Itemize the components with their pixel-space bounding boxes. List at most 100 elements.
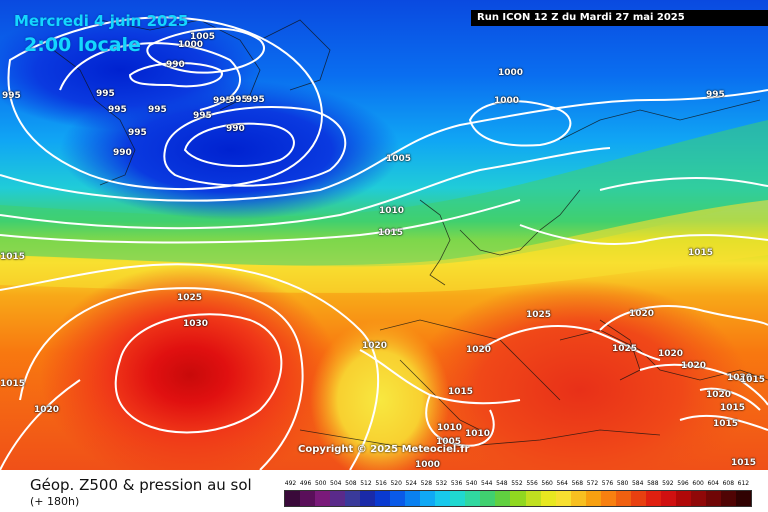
scale-swatch xyxy=(645,491,661,506)
isobar-label: 1030 xyxy=(183,319,209,329)
scale-swatch xyxy=(435,491,451,506)
isobar-label: 1020 xyxy=(681,361,707,371)
map-footer: Géop. Z500 & pression au sol (+ 180h) 49… xyxy=(0,470,768,512)
scale-label: 508 xyxy=(345,480,357,487)
isobar-label: 995 xyxy=(193,111,212,121)
scale-label: 592 xyxy=(662,480,674,487)
scale-swatch xyxy=(690,491,706,506)
scale-label: 588 xyxy=(647,480,659,487)
scale-swatch xyxy=(540,491,556,506)
color-scale-bar xyxy=(284,490,752,507)
isobar-label: 1015 xyxy=(0,252,26,262)
isobar-label: 1020 xyxy=(706,390,732,400)
scale-swatch xyxy=(300,491,316,506)
isobar-label: 1020 xyxy=(34,405,60,415)
isobar-label: 995 xyxy=(148,105,167,115)
scale-label: 560 xyxy=(541,480,553,487)
forecast-offset: (+ 180h) xyxy=(30,495,80,508)
scale-label: 576 xyxy=(601,480,614,487)
map-title: Géop. Z500 & pression au sol xyxy=(30,476,252,494)
scale-label: 544 xyxy=(481,480,493,487)
isobar-label: 1015 xyxy=(0,379,26,389)
scale-swatch xyxy=(570,491,586,506)
scale-swatch xyxy=(480,491,496,506)
color-scale-labels: 492 496 500 504 508 512 516 520 524 528 532 536 540 5… xyxy=(284,480,752,489)
scale-swatch xyxy=(630,491,646,506)
isobar-label: 1000 xyxy=(498,68,524,78)
geopotential-field xyxy=(0,0,768,470)
isobar-label: 1020 xyxy=(466,345,492,355)
isobar-label: 995 xyxy=(229,95,248,105)
isobar-label: 1000 xyxy=(415,460,441,470)
isobar-label: 1005 xyxy=(436,437,462,447)
scale-label: 520 xyxy=(390,480,402,487)
isobar-label: 1015 xyxy=(731,458,757,468)
isobar-label: 990 xyxy=(226,124,245,134)
isobar-label: 1000 xyxy=(178,40,204,50)
scale-label: 496 xyxy=(299,480,312,487)
isobar-label: 1020 xyxy=(362,341,388,351)
isobar-label: 1015 xyxy=(720,403,746,413)
isobars xyxy=(0,16,768,470)
forecast-date: Mercredi 4 juin 2025 xyxy=(14,12,189,30)
scale-swatch xyxy=(525,491,541,506)
coastlines xyxy=(39,19,768,451)
model-run-info: Run ICON 12 Z du Mardi 27 mai 2025 xyxy=(471,10,768,26)
scale-label: 608 xyxy=(722,480,735,487)
scale-label: 540 xyxy=(465,480,478,487)
scale-label: 612 xyxy=(737,480,750,487)
scale-swatch xyxy=(465,491,481,506)
isobar-label: 1005 xyxy=(190,32,216,42)
scale-label: 596 xyxy=(677,480,689,487)
isobar-label: 1020 xyxy=(629,309,655,319)
isobar-label: 1015 xyxy=(713,419,739,429)
isobar-label: 1020 xyxy=(727,373,753,383)
isobar-label: 1015 xyxy=(378,228,404,238)
scale-label: 512 xyxy=(360,480,372,487)
scale-label: 580 xyxy=(616,480,629,487)
scale-label: 552 xyxy=(511,480,523,487)
scale-label: 556 xyxy=(526,480,538,487)
scale-swatch xyxy=(585,491,601,506)
scale-swatch xyxy=(495,491,511,506)
isobar-label: 995 xyxy=(128,128,147,138)
isobar-label: 1025 xyxy=(177,293,203,303)
isobar-label: 1015 xyxy=(688,248,714,258)
scale-label: 492 xyxy=(284,480,297,487)
scale-swatch xyxy=(315,491,331,506)
scale-label: 516 xyxy=(375,480,387,487)
scale-label: 568 xyxy=(571,480,584,487)
isobar-label: 1015 xyxy=(740,375,766,385)
isobar-label: 995 xyxy=(706,90,725,100)
scale-swatch xyxy=(390,491,406,506)
scale-swatch xyxy=(420,491,436,506)
scale-swatch xyxy=(330,491,346,506)
isobar-label: 990 xyxy=(113,148,132,158)
scale-swatch xyxy=(345,491,361,506)
scale-label: 584 xyxy=(631,480,644,487)
isobar-label: 995 xyxy=(246,95,265,105)
scale-label: 604 xyxy=(707,480,719,487)
scale-label: 524 xyxy=(405,480,417,487)
isobar-label: 995 xyxy=(96,89,115,99)
scale-swatch xyxy=(285,491,301,506)
isobar-label: 1015 xyxy=(448,387,474,397)
scale-swatch xyxy=(735,491,751,506)
scale-swatch xyxy=(675,491,691,506)
isobar-label: 1025 xyxy=(526,310,552,320)
scale-swatch xyxy=(615,491,631,506)
isobar-label: 1005 xyxy=(386,154,412,164)
scale-swatch xyxy=(660,491,676,506)
isobar-label: 1010 xyxy=(465,429,491,439)
scale-label: 500 xyxy=(314,480,327,487)
isobar-label: 1000 xyxy=(494,96,520,106)
isobar-label: 990 xyxy=(166,60,185,70)
weather-map: Mercredi 4 juin 2025 2:00 locale Run ICO… xyxy=(0,0,768,470)
scale-swatch xyxy=(375,491,391,506)
scale-swatch xyxy=(360,491,376,506)
isobar-label: 995 xyxy=(108,105,127,115)
scale-swatch xyxy=(720,491,736,506)
scale-swatch xyxy=(510,491,526,506)
copyright-text: Copyright © 2025 Meteociel.fr xyxy=(298,444,470,455)
scale-label: 572 xyxy=(586,480,599,487)
